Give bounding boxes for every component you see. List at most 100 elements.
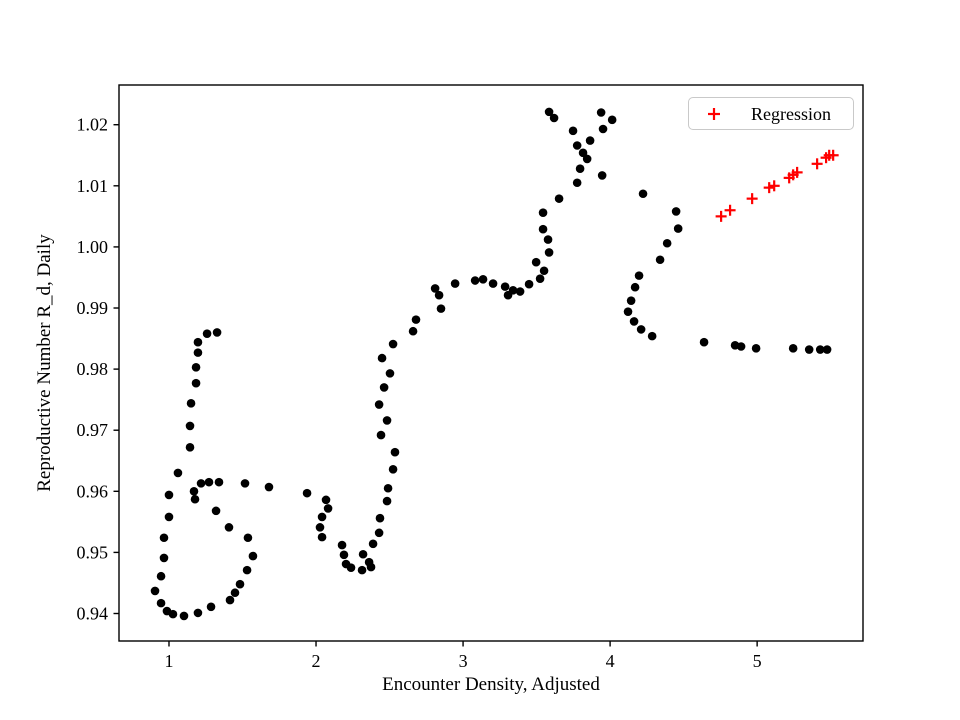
data-point-daily-trajectory xyxy=(339,550,349,560)
data-point-daily-trajectory xyxy=(470,276,480,285)
x-axis-label: Encounter Density, Adjusted xyxy=(382,674,600,695)
data-point-daily-trajectory xyxy=(572,141,582,150)
data-point-daily-trajectory xyxy=(508,285,518,295)
data-point-daily-trajectory xyxy=(655,255,665,265)
data-point-daily-trajectory xyxy=(568,126,578,136)
data-point-daily-trajectory xyxy=(323,504,333,513)
data-point-daily-trajectory xyxy=(204,477,214,487)
data-point-daily-trajectory xyxy=(193,348,203,357)
data-point-daily-trajectory xyxy=(358,549,368,559)
plot-border xyxy=(118,84,864,642)
y-tick-label: 0.94 xyxy=(77,604,109,624)
data-point-daily-trajectory xyxy=(411,315,421,324)
y-tick-label: 1.00 xyxy=(77,237,109,257)
data-point-daily-trajectory xyxy=(385,369,395,378)
x-tick-label: 3 xyxy=(459,651,468,671)
data-point-daily-trajectory xyxy=(376,430,386,440)
data-point-daily-trajectory xyxy=(240,479,250,488)
y-tick-label: 0.95 xyxy=(77,542,109,562)
data-point-daily-trajectory xyxy=(488,279,498,288)
data-point-daily-trajectory xyxy=(374,528,384,538)
data-point-daily-trajectory xyxy=(596,108,606,117)
data-point-daily-trajectory xyxy=(382,496,392,506)
data-point-daily-trajectory xyxy=(434,290,444,300)
data-point-daily-trajectory xyxy=(582,154,592,164)
data-point-daily-trajectory xyxy=(321,495,331,505)
x-tick-label: 5 xyxy=(753,651,762,671)
data-point-daily-trajectory xyxy=(572,178,582,188)
data-point-daily-trajectory xyxy=(531,257,541,267)
data-point-daily-trajectory xyxy=(804,345,814,354)
data-point-daily-trajectory xyxy=(235,579,245,589)
data-point-daily-trajectory xyxy=(751,344,761,353)
data-point-daily-trajectory xyxy=(248,551,258,561)
plus-marker-icon xyxy=(708,107,720,120)
data-point-daily-trajectory xyxy=(159,553,169,563)
data-point-daily-trajectory xyxy=(662,238,672,248)
data-point-daily-trajectory xyxy=(390,447,400,457)
y-tick-label: 0.96 xyxy=(77,481,109,501)
data-point-daily-trajectory xyxy=(638,189,648,199)
data-point-daily-trajectory xyxy=(388,465,398,474)
data-point-daily-trajectory xyxy=(382,416,392,425)
data-point-daily-trajectory xyxy=(168,609,178,619)
data-point-daily-trajectory xyxy=(379,383,389,392)
y-tick-label: 0.99 xyxy=(77,298,109,318)
data-point-daily-trajectory xyxy=(549,113,559,123)
x-tick-label: 4 xyxy=(606,651,615,671)
data-point-daily-trajectory xyxy=(337,540,347,550)
data-point-daily-trajectory xyxy=(788,344,798,353)
data-point-daily-trajectory xyxy=(212,328,222,337)
data-point-daily-trajectory xyxy=(346,563,356,572)
data-point-daily-trajectory xyxy=(191,378,201,388)
data-point-daily-trajectory xyxy=(189,487,199,496)
data-point-daily-trajectory xyxy=(538,224,548,234)
data-point-daily-trajectory xyxy=(191,362,201,372)
data-point-daily-trajectory xyxy=(578,148,588,158)
data-point-daily-trajectory xyxy=(450,279,460,288)
data-point-daily-trajectory xyxy=(190,494,200,504)
data-point-daily-trajectory xyxy=(544,107,554,117)
data-point-daily-trajectory xyxy=(524,279,534,289)
data-point-daily-trajectory xyxy=(225,595,235,605)
data-point-daily-trajectory xyxy=(630,282,640,292)
data-point-daily-trajectory xyxy=(623,307,633,316)
data-point-daily-trajectory xyxy=(699,337,709,347)
data-point-daily-trajectory xyxy=(585,136,595,145)
data-point-daily-trajectory xyxy=(636,325,646,334)
data-point-daily-trajectory xyxy=(164,490,174,500)
data-point-daily-trajectory xyxy=(634,271,644,280)
data-point-daily-trajectory xyxy=(164,512,174,522)
data-point-daily-trajectory xyxy=(500,282,510,291)
data-point-daily-trajectory xyxy=(186,399,196,408)
y-tick-label: 1.01 xyxy=(77,176,109,196)
data-point-daily-trajectory xyxy=(626,296,636,305)
data-point-daily-trajectory xyxy=(368,539,378,549)
data-point-daily-trajectory xyxy=(629,317,639,326)
data-point-daily-trajectory xyxy=(230,588,240,598)
data-point-daily-trajectory xyxy=(302,488,312,498)
data-point-daily-trajectory xyxy=(377,353,387,363)
data-point-daily-trajectory xyxy=(243,533,253,543)
data-point-daily-trajectory xyxy=(607,115,617,125)
data-point-daily-trajectory xyxy=(538,208,548,217)
data-point-daily-trajectory xyxy=(575,164,585,174)
data-point-daily-trajectory xyxy=(673,224,683,233)
data-point-daily-trajectory xyxy=(554,194,564,203)
data-point-daily-trajectory xyxy=(822,345,832,354)
data-point-daily-trajectory xyxy=(478,274,488,284)
data-point-daily-trajectory xyxy=(436,304,446,313)
data-point-daily-trajectory xyxy=(156,571,166,581)
data-point-daily-trajectory xyxy=(173,468,183,478)
legend-label: Regression xyxy=(751,103,831,124)
data-point-daily-trajectory xyxy=(736,342,746,351)
data-point-daily-trajectory xyxy=(317,532,327,542)
y-tick-label: 1.02 xyxy=(77,115,109,135)
data-point-daily-trajectory xyxy=(535,274,545,283)
data-point-daily-trajectory xyxy=(193,337,203,347)
data-point-daily-trajectory xyxy=(193,608,203,618)
data-point-daily-trajectory xyxy=(357,565,367,575)
y-axis-label: Reproductive Number R_d, Daily xyxy=(34,234,55,492)
data-point-daily-trajectory xyxy=(196,479,206,488)
